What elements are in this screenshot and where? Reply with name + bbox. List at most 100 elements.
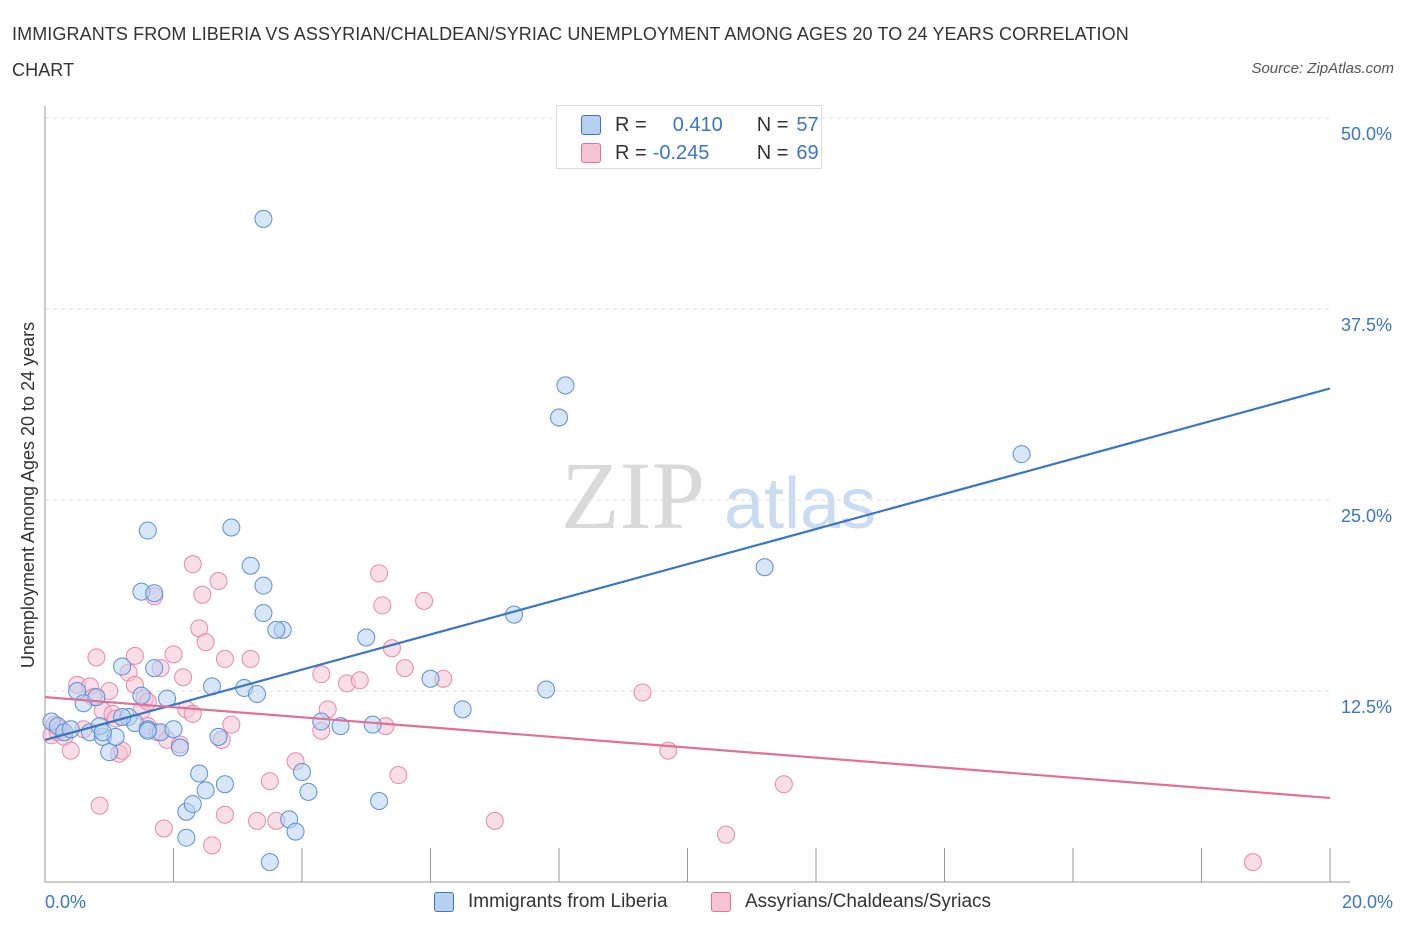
x-tick-label-min: 0.0% xyxy=(45,892,86,912)
liberia-point xyxy=(177,828,196,847)
liberia-point xyxy=(550,408,568,427)
assyrian-point xyxy=(717,825,736,844)
assyrian-point xyxy=(61,741,80,760)
series-name-liberia: Immigrants from Liberia xyxy=(468,891,668,912)
assyrian-point xyxy=(415,591,434,610)
tick-labels: 12.5% 25.0% 37.5% 50.0% 0.0% 20.0% xyxy=(45,124,1393,912)
assyrian-point xyxy=(203,836,222,855)
assyrian-trend-line xyxy=(44,696,1331,800)
liberia-point xyxy=(1012,445,1031,464)
liberia-point xyxy=(357,628,376,647)
y-tick-label: 50.0% xyxy=(1341,124,1392,144)
liberia-point xyxy=(100,743,119,762)
assyrian-point xyxy=(485,811,504,830)
series-legend-liberia: Immigrants from Liberia xyxy=(434,888,668,916)
liberia-point xyxy=(421,669,440,688)
watermark-zip: ZIP xyxy=(561,442,705,549)
liberia-point xyxy=(138,521,157,540)
liberia-point xyxy=(260,853,279,872)
y-tick-label: 37.5% xyxy=(1341,315,1392,335)
liberia-point xyxy=(286,822,305,841)
y-tick-label: 25.0% xyxy=(1341,506,1392,526)
assyrian-point xyxy=(209,571,228,590)
assyrian-point xyxy=(633,683,652,702)
liberia-point xyxy=(299,782,318,801)
assyrian-point xyxy=(350,671,369,690)
assyrian-point xyxy=(90,796,109,815)
liberia-point xyxy=(267,620,286,639)
axes xyxy=(44,106,1350,883)
legend-n-value: 57 xyxy=(796,113,819,136)
liberia-point xyxy=(363,715,382,734)
liberia-point xyxy=(505,605,524,624)
assyrian-point xyxy=(87,648,106,667)
assyrian-point xyxy=(215,805,234,824)
trend-lines xyxy=(44,387,1331,800)
assyrian-point xyxy=(389,766,408,785)
assyrian-point xyxy=(164,645,183,664)
liberia-point xyxy=(370,792,389,811)
series-legend-assyrian: Assyrians/Chaldeans/Syriacs xyxy=(711,888,991,916)
correlation-legend: R = 0.410 N = 57 R = -0.245 N = 69 xyxy=(556,105,822,169)
watermark-atlas: atlas xyxy=(724,464,876,544)
liberia-point xyxy=(145,659,164,678)
liberia-point xyxy=(209,727,228,746)
assyrian-point xyxy=(312,665,331,684)
source-label: Source: ZipAtlas.com xyxy=(1251,60,1394,77)
assyrian-point xyxy=(370,564,389,583)
assyrian-point xyxy=(248,811,267,830)
assyrian-point xyxy=(260,772,279,791)
liberia-point xyxy=(241,556,260,575)
liberia-point xyxy=(196,781,215,800)
legend-n-label: N = xyxy=(756,113,789,136)
assyrian-point xyxy=(395,659,414,678)
assyrian-point xyxy=(241,649,260,668)
liberia-point xyxy=(164,720,183,739)
legend-r-label: R = xyxy=(615,113,647,136)
liberia-point xyxy=(293,762,311,781)
chart-title: IMMIGRANTS FROM LIBERIA VS ASSYRIAN/CHAL… xyxy=(12,24,1129,80)
liberia-point xyxy=(215,775,234,794)
series-name-assyrian: Assyrians/Chaldeans/Syriacs xyxy=(745,891,992,912)
legend-row-assyrian: R = -0.245 N = 69 xyxy=(581,138,819,168)
legend-r-value: 0.410 xyxy=(672,113,723,136)
assyrian-point xyxy=(215,649,234,668)
legend-n-label: N = xyxy=(756,141,789,164)
liberia-point xyxy=(537,680,556,699)
assyrian-point xyxy=(373,596,392,615)
series-swatch-blue xyxy=(434,892,454,912)
legend-n-value: 69 xyxy=(796,141,819,164)
liberia-trend-line xyxy=(44,387,1331,741)
series-swatch-pink xyxy=(711,892,731,912)
liberia-point xyxy=(556,376,575,395)
assyrian-point xyxy=(174,668,193,687)
liberia-point xyxy=(190,764,209,783)
liberia-point xyxy=(248,685,267,704)
liberia-point xyxy=(138,721,157,740)
assyrian-point xyxy=(196,633,215,652)
legend-row-liberia: R = 0.410 N = 57 xyxy=(581,110,819,140)
assyrian-point xyxy=(154,819,173,838)
liberia-point xyxy=(254,209,273,228)
assyrian-point xyxy=(125,646,144,665)
series-assyrian-points xyxy=(42,555,1262,872)
assyrian-point xyxy=(1243,853,1262,872)
y-tick-label: 12.5% xyxy=(1341,697,1392,717)
liberia-point xyxy=(183,795,202,814)
legend-r-value: -0.245 xyxy=(652,141,710,164)
liberia-point xyxy=(755,558,774,577)
liberia-point xyxy=(453,700,472,719)
watermark: ZIP atlas xyxy=(561,442,876,549)
liberia-point xyxy=(312,712,331,731)
liberia-point xyxy=(87,688,106,707)
liberia-point xyxy=(254,604,273,623)
legend-swatch-pink xyxy=(581,143,601,163)
assyrian-point xyxy=(774,775,793,794)
assyrian-point xyxy=(222,715,241,734)
liberia-point xyxy=(132,686,151,705)
liberia-point xyxy=(222,518,241,537)
liberia-point xyxy=(254,576,273,595)
liberia-point xyxy=(331,717,350,736)
liberia-point xyxy=(113,657,132,676)
